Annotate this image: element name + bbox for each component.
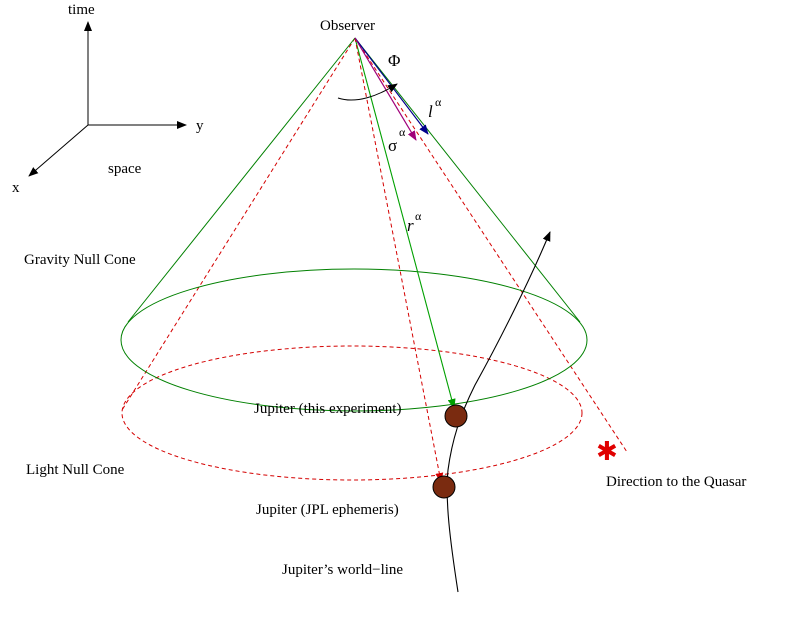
x-axis bbox=[28, 124, 89, 177]
time-axis-label: time bbox=[68, 2, 95, 18]
world-line-label: Jupiter’s world−line bbox=[282, 562, 403, 578]
quasar-direction-label: Direction to the Quasar bbox=[606, 474, 746, 490]
r-alpha-vector bbox=[354, 37, 456, 409]
space-label: space bbox=[108, 161, 142, 177]
observer-label: Observer bbox=[320, 18, 375, 34]
light-cone-right-edge bbox=[354, 37, 628, 453]
sigma-alpha-label: σ α bbox=[388, 125, 406, 155]
sigma-symbol: σ bbox=[388, 136, 397, 155]
light-cone-left-edge bbox=[121, 37, 356, 411]
jupiter-jpl-marker bbox=[432, 475, 456, 499]
phi-angle-arc bbox=[337, 83, 398, 101]
gravity-null-cone-label: Gravity Null Cone bbox=[24, 252, 136, 268]
gravity-cone-left-edge bbox=[127, 37, 356, 323]
light-null-cone bbox=[121, 37, 628, 481]
light-null-cone-label: Light Null Cone bbox=[26, 462, 125, 478]
sigma-alpha-vector bbox=[354, 37, 417, 141]
r-symbol: r bbox=[407, 216, 414, 235]
jupiter-this-experiment-marker bbox=[444, 404, 468, 428]
r-alpha-superscript: α bbox=[415, 209, 422, 223]
jupiter-jpl-label: Jupiter (JPL ephemeris) bbox=[256, 502, 399, 518]
gravity-null-cone bbox=[120, 37, 588, 412]
jpl-ray bbox=[354, 37, 444, 483]
l-alpha-superscript: α bbox=[435, 95, 442, 109]
gravity-cone-right-edge bbox=[354, 37, 581, 323]
jupiter-this-experiment-label: Jupiter (this experiment) bbox=[254, 401, 401, 417]
l-symbol: l bbox=[428, 102, 433, 121]
l-alpha-label: l α bbox=[428, 95, 442, 121]
light-cone-ellipse bbox=[121, 345, 583, 481]
x-axis-label: x bbox=[12, 180, 20, 196]
phi-symbol: Φ bbox=[388, 51, 400, 70]
quasar-marker: ✱ bbox=[596, 437, 618, 467]
r-alpha-label: r α bbox=[407, 209, 422, 235]
sigma-alpha-superscript: α bbox=[399, 125, 406, 139]
coordinate-axes: time y x space bbox=[12, 2, 204, 196]
gravity-cone-ellipse bbox=[120, 268, 588, 412]
y-axis-label: y bbox=[196, 118, 204, 134]
